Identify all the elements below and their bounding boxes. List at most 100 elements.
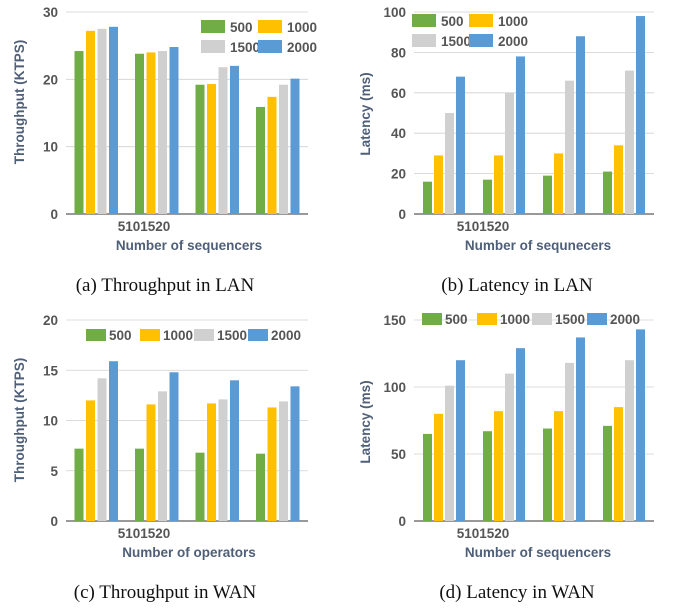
bar-500-20 bbox=[603, 171, 612, 214]
bar-500-20 bbox=[256, 453, 265, 521]
bar-1500-10 bbox=[158, 51, 167, 215]
bar-2000-5 bbox=[109, 26, 118, 214]
legend-swatch-1000 bbox=[258, 20, 282, 33]
bar-1000-20 bbox=[267, 96, 277, 214]
bar-1000-5 bbox=[86, 400, 95, 521]
bar-2000-15 bbox=[230, 380, 239, 521]
panel-caption: (a) Throughput in LAN bbox=[76, 275, 255, 296]
legend-label-1500: 1500 bbox=[217, 328, 247, 343]
bar-1000-10 bbox=[494, 411, 503, 521]
legend-label-1500: 1500 bbox=[230, 40, 260, 55]
y-tick-label: 150 bbox=[383, 313, 406, 328]
bar-500-10 bbox=[135, 53, 144, 214]
bar-500-20 bbox=[256, 106, 265, 214]
y-tick-label: 15 bbox=[43, 363, 59, 378]
x-axis-label: Number of sequencers bbox=[465, 545, 611, 560]
y-tick-label: 60 bbox=[391, 86, 406, 101]
bar-2000-20 bbox=[290, 386, 300, 521]
bar-2000-5 bbox=[109, 361, 118, 521]
bar-1500-10 bbox=[505, 373, 514, 521]
x-axis-label: Number of sequencers bbox=[116, 238, 262, 253]
panel-caption: (b) Latency in LAN bbox=[441, 275, 593, 296]
bar-1500-5 bbox=[97, 28, 107, 215]
y-axis-label: Throughput (KTPS) bbox=[12, 40, 27, 164]
legend-swatch-2000 bbox=[248, 329, 268, 341]
bar-1500-20 bbox=[279, 401, 288, 521]
y-tick-label: 20 bbox=[43, 72, 58, 87]
bar-500-5 bbox=[74, 448, 84, 521]
bar-500-15 bbox=[543, 175, 552, 214]
legend-swatch-1500 bbox=[412, 34, 436, 47]
x-tick-labels: 5101520 bbox=[457, 526, 510, 541]
legend-swatch-500 bbox=[422, 313, 442, 325]
legend-swatch-1000 bbox=[140, 329, 160, 341]
legend-label-2000: 2000 bbox=[287, 40, 317, 55]
bar-1000-10 bbox=[146, 52, 156, 215]
legend-swatch-2000 bbox=[587, 313, 607, 325]
bar-1000-15 bbox=[207, 403, 216, 521]
panel-latency-lan-marks: 0 20 40 60 80 100 500 1000 1500 2000 bbox=[383, 5, 654, 222]
legend-swatch-1000 bbox=[477, 313, 497, 325]
bar-500-10 bbox=[483, 179, 492, 214]
bar-1500-5 bbox=[97, 378, 107, 521]
bar-2000-10 bbox=[516, 348, 525, 521]
bar-2000-15 bbox=[230, 65, 239, 214]
legend-label-2000: 2000 bbox=[610, 312, 640, 327]
y-tick-label: 100 bbox=[383, 380, 406, 395]
legend-swatch-500 bbox=[201, 20, 225, 33]
bar-1000-5 bbox=[86, 30, 95, 214]
x-tick-labels: 5101520 bbox=[118, 219, 171, 234]
bar-500-15 bbox=[543, 428, 552, 521]
legend-label-500: 500 bbox=[109, 328, 132, 343]
y-tick-label: 20 bbox=[43, 313, 58, 328]
y-tick-label: 5 bbox=[50, 464, 58, 479]
y-tick-label: 40 bbox=[391, 126, 406, 141]
legend-swatch-2000 bbox=[469, 34, 493, 47]
y-tick-label: 30 bbox=[43, 5, 58, 20]
legend-label-500: 500 bbox=[441, 14, 464, 29]
bar-1500-20 bbox=[279, 84, 288, 214]
legend-label-1500: 1500 bbox=[441, 34, 471, 49]
legend-swatch-2000 bbox=[258, 40, 282, 53]
bar-2000-20 bbox=[290, 78, 300, 214]
bar-2000-20 bbox=[636, 16, 645, 215]
legend-label-1000: 1000 bbox=[500, 312, 530, 327]
bar-2000-15 bbox=[576, 36, 585, 214]
y-tick-label: 10 bbox=[43, 140, 58, 155]
legend-label-2000: 2000 bbox=[498, 34, 528, 49]
y-axis-label: Latency (ms) bbox=[358, 72, 373, 155]
bar-1500-15 bbox=[565, 362, 574, 521]
y-tick-label: 0 bbox=[50, 514, 58, 529]
bar-2000-10 bbox=[169, 372, 179, 521]
bar-1500-10 bbox=[158, 391, 167, 521]
bar-500-15 bbox=[195, 84, 205, 214]
y-tick-label: 0 bbox=[398, 514, 406, 529]
y-tick-label: 50 bbox=[391, 447, 406, 462]
bar-500-15 bbox=[195, 452, 205, 521]
panel-throughput-lan-marks: 0 10 20 30 500 1000 1500 2000 bbox=[43, 5, 317, 222]
bar-500-10 bbox=[483, 431, 492, 521]
panel-throughput-lan: 0 10 20 30 500 1000 1500 2000 Throughput (KTPS)… bbox=[12, 5, 317, 296]
bar-2000-20 bbox=[636, 329, 645, 521]
legend-label-500: 500 bbox=[445, 312, 468, 327]
y-tick-label: 0 bbox=[50, 207, 58, 222]
panel-latency-wan-marks: 0 50 100 150 500 1000 1500 2000 bbox=[383, 312, 654, 529]
y-tick-label: 20 bbox=[391, 167, 406, 182]
y-tick-label: 10 bbox=[43, 414, 58, 429]
bar-2000-5 bbox=[456, 76, 465, 214]
bar-1000-10 bbox=[146, 404, 156, 521]
panel-throughput-wan-marks: 0 5 10 15 20 500 1000 1500 2000 bbox=[43, 313, 308, 529]
bar-1000-20 bbox=[614, 407, 623, 521]
bar-1500-15 bbox=[218, 399, 228, 521]
x-tick-labels: 5101520 bbox=[457, 219, 510, 234]
panel-latency-wan: 0 50 100 150 500 1000 1500 2000 Latency (ms) 51… bbox=[358, 312, 654, 603]
bar-500-10 bbox=[135, 448, 144, 521]
panel-caption: (d) Latency in WAN bbox=[439, 582, 595, 603]
bar-1000-15 bbox=[554, 153, 563, 214]
bar-500-5 bbox=[423, 181, 432, 214]
bar-1000-15 bbox=[207, 84, 216, 215]
legend-label-1000: 1000 bbox=[163, 328, 193, 343]
bar-1500-5 bbox=[445, 385, 454, 521]
y-axis-label: Latency (ms) bbox=[358, 380, 373, 463]
